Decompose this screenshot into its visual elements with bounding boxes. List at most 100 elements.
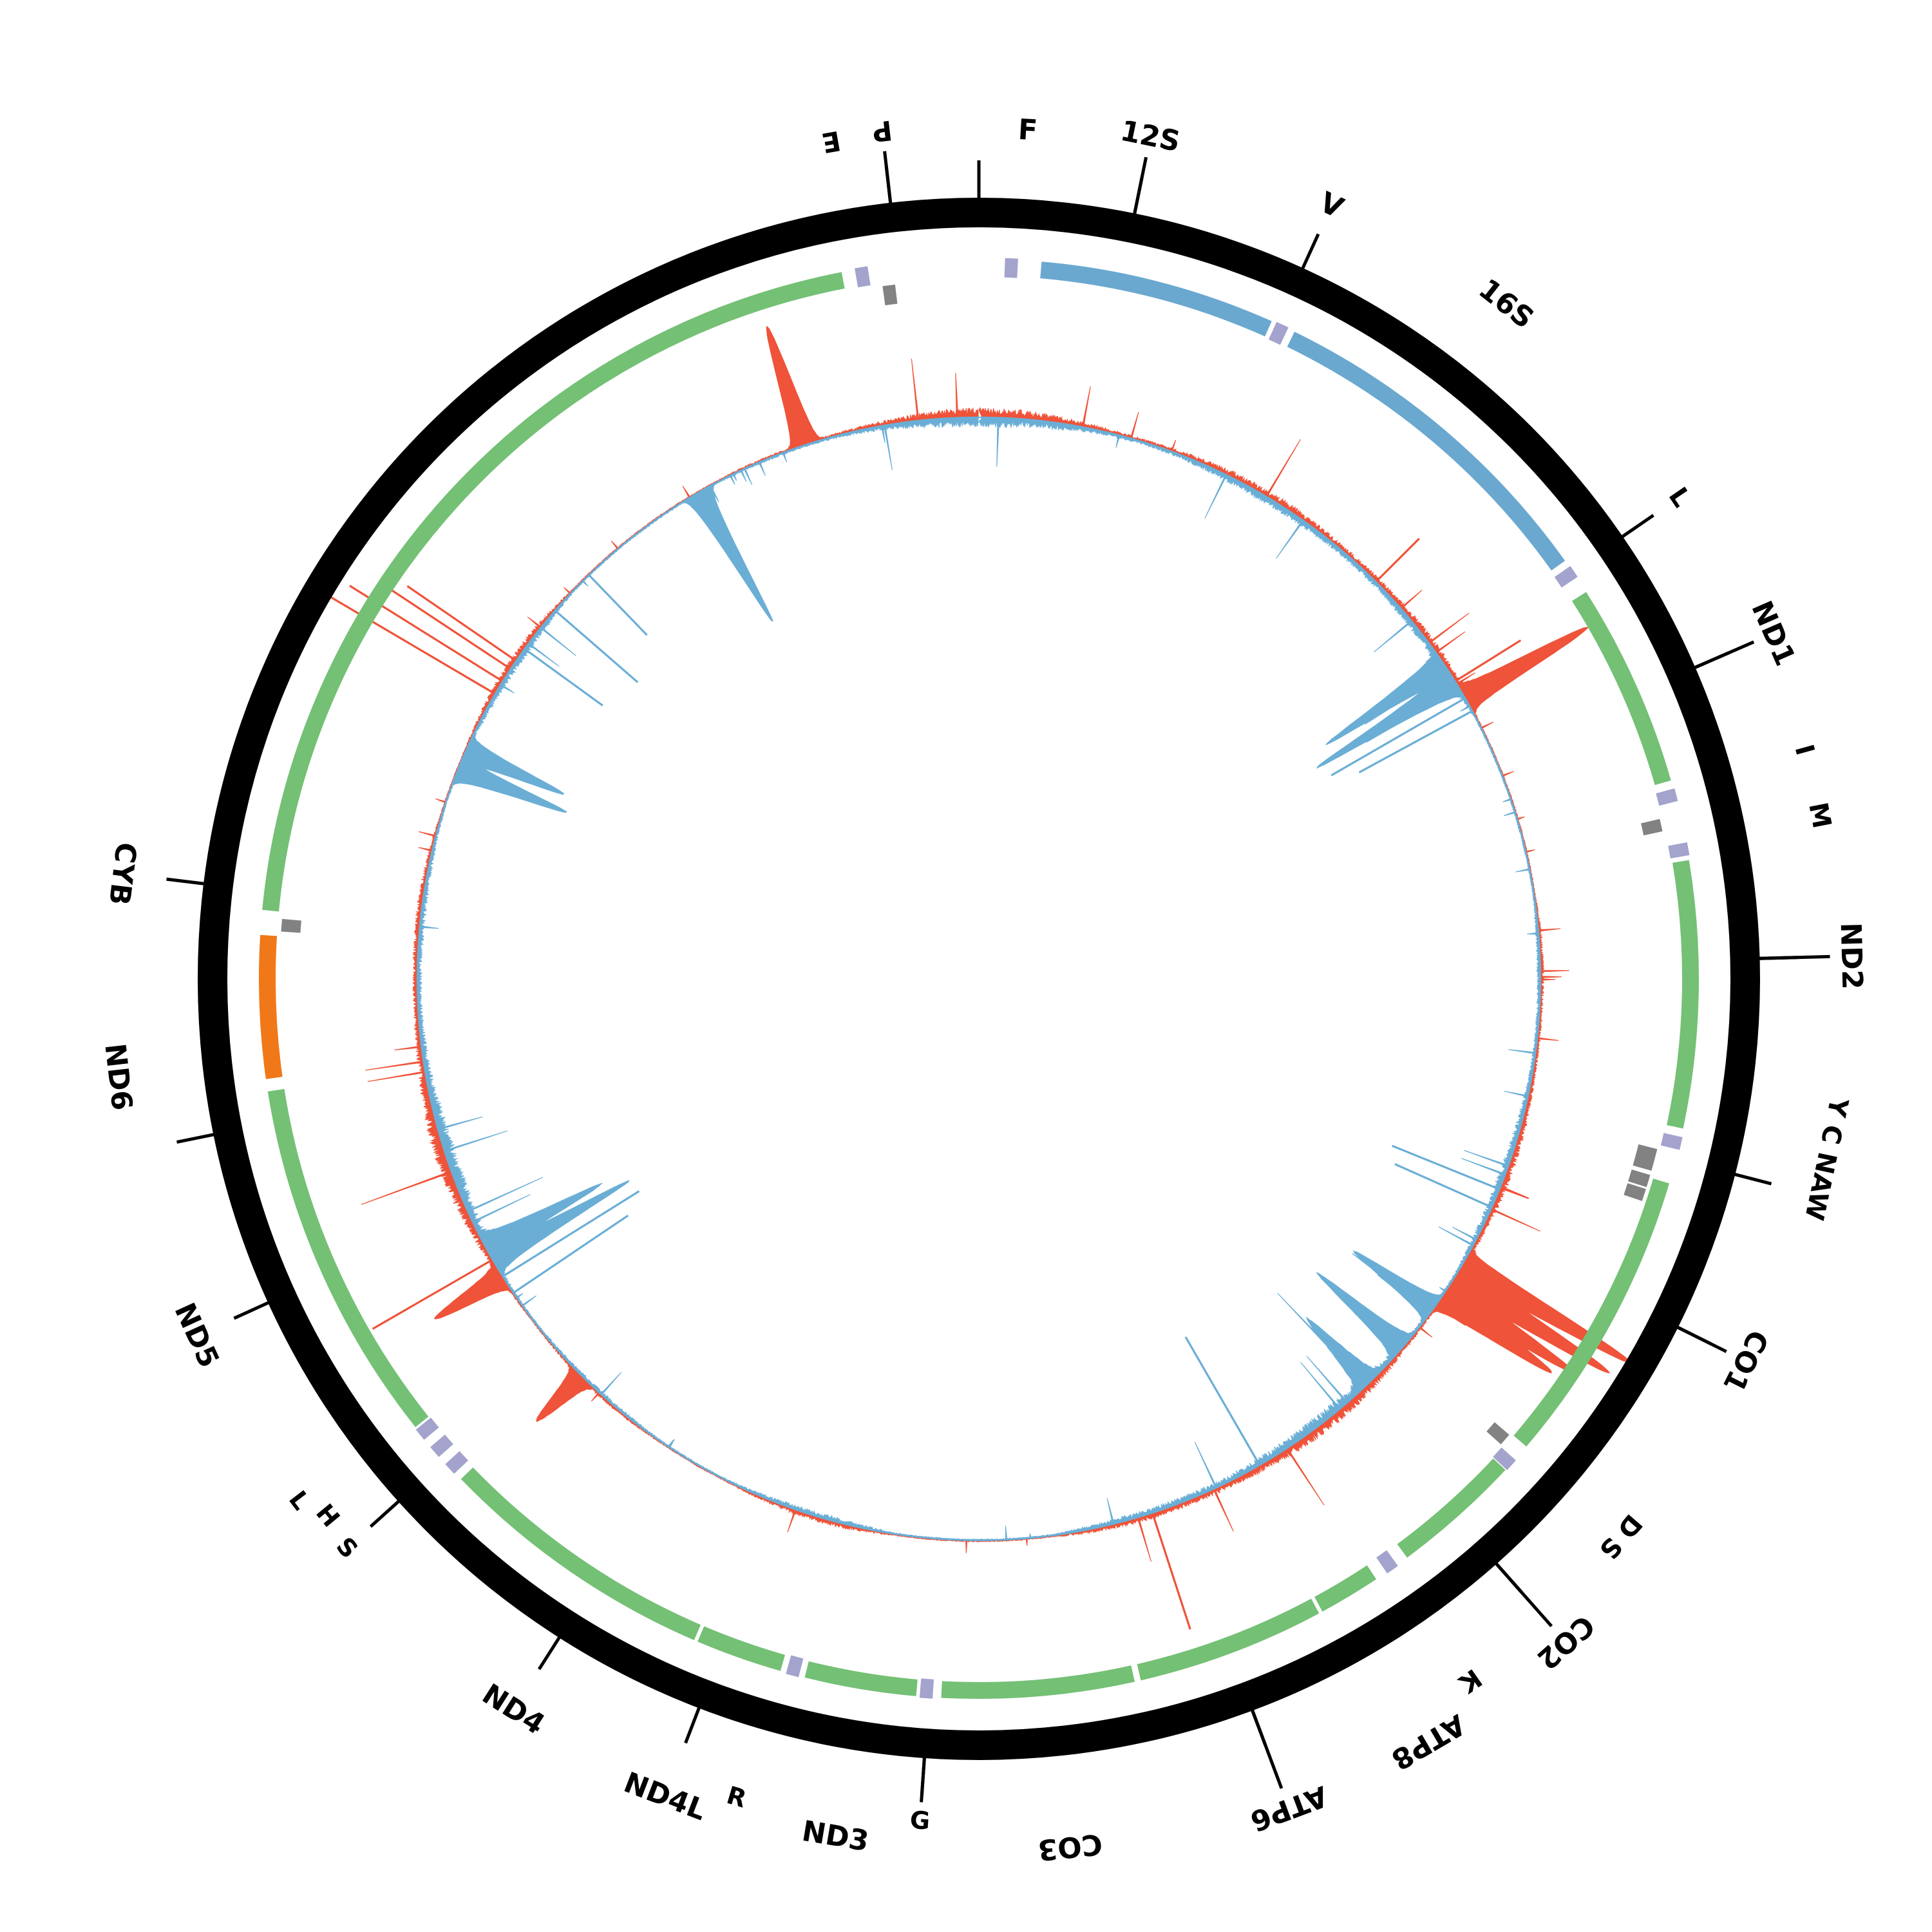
trna-block-r (786, 1655, 804, 1678)
trna-block-k (1376, 1550, 1398, 1574)
trna-block-i (1656, 788, 1678, 806)
label-leader-line (883, 151, 893, 207)
gene-label-l: L (283, 1486, 316, 1515)
trna-block-s2 (430, 1434, 453, 1457)
genome-tick-mark (1619, 514, 1654, 540)
data-peak-needle (588, 574, 648, 636)
data-peak-needle (1394, 1163, 1493, 1209)
gene-label-p: P (871, 114, 894, 147)
gene-arc-16s-rrna (1287, 332, 1566, 571)
data-track-positive-red (361, 326, 1631, 1562)
trna-block-l2 (415, 1417, 439, 1440)
genome-tick-mark (1300, 233, 1320, 271)
gene-label-v: V (1314, 186, 1348, 225)
gene-label-s: S (330, 1531, 363, 1564)
gene-arc-nd6 (259, 934, 283, 1079)
gene-arc-12s-rrna (1040, 261, 1272, 337)
gene-arc-co3 (941, 1665, 1135, 1699)
data-peak-needle (1184, 1336, 1261, 1466)
trna-block-n (1633, 1153, 1655, 1171)
gene-label-nd4l: ND4L (620, 1766, 711, 1827)
label-leader-line (1132, 156, 1148, 218)
data-peak-needle (1392, 1144, 1501, 1191)
trna-block-q (1641, 819, 1663, 836)
trna-block-h (445, 1451, 469, 1474)
label-leader-line (1674, 1324, 1727, 1353)
genome-tick-mark (176, 1132, 216, 1144)
genome-tick-mark (166, 877, 207, 886)
genome-backbone-circle (198, 198, 1760, 1760)
trna-block-d (1493, 1447, 1516, 1470)
data-peak-needle (1454, 639, 1522, 683)
data-track-layer (328, 326, 1631, 1630)
gene-arc-nd5 (267, 1088, 429, 1427)
genome-tick-mark (233, 1300, 271, 1320)
trna-block-y (1624, 1183, 1646, 1201)
gene-label-nd1: ND1 (1745, 596, 1801, 671)
data-peak-needle (1375, 538, 1420, 583)
gene-label-i: I (1788, 741, 1819, 759)
gene-label-16s: 16S (1472, 272, 1540, 335)
gene-label-atp8: ATP8 (1386, 1707, 1471, 1776)
gene-arc-nd3 (804, 1661, 918, 1696)
gene-label-r: R (723, 1781, 750, 1814)
data-peak-needle (1151, 1512, 1191, 1630)
genome-tick-mark (684, 1705, 702, 1744)
gene-label-12s: 12S (1118, 115, 1183, 159)
gene-arc-nd4 (460, 1467, 701, 1640)
tick-marks-layer (166, 160, 1797, 1796)
trna-block-m (1668, 842, 1690, 858)
gene-label-nd6: ND6 (98, 1042, 138, 1112)
data-peak-needle (524, 648, 603, 706)
data-peak-needle (502, 1190, 640, 1278)
gene-label-h: H (310, 1499, 345, 1533)
gene-label-nd4: ND4 (477, 1678, 551, 1741)
gene-arc-nd4l (697, 1626, 786, 1671)
genome-tick-mark (369, 1499, 402, 1528)
gene-arc-co1 (1513, 1179, 1669, 1447)
gene-label-nd2: ND2 (1834, 922, 1869, 990)
label-leader-line (1756, 954, 1830, 960)
gene-label-f: F (1018, 113, 1039, 147)
gene-label-cyb: CYB (102, 840, 143, 907)
gene-arc-nd1 (1571, 592, 1671, 786)
trna-block-t (855, 266, 871, 288)
gene-label-co2: CO2 (1531, 1608, 1601, 1676)
trna-block-c (1628, 1170, 1651, 1188)
gene-label-nd3: ND3 (800, 1815, 871, 1858)
trna-block-s (1486, 1422, 1510, 1444)
gene-arc-atp8 (1314, 1565, 1377, 1612)
gene-feature-layer (259, 261, 1699, 1699)
backbone-ring (198, 198, 1760, 1760)
data-peak-needle (384, 584, 511, 670)
data-peak-needle (554, 609, 639, 683)
trna-block-l (1554, 565, 1578, 588)
data-peak-needle (328, 594, 496, 695)
data-peak-needle (1331, 697, 1466, 777)
trna-block-w (1660, 1133, 1683, 1150)
trna-block-f (1004, 258, 1018, 278)
data-peak-needle (1358, 710, 1473, 773)
gene-label-y-c-naw: Y C NAW (1799, 1094, 1853, 1222)
data-track-negative-blue (417, 417, 1541, 1541)
gene-label-l: L (1663, 482, 1696, 513)
label-leader-line (1690, 640, 1755, 670)
label-leader-line (1249, 1706, 1283, 1789)
trna-block-g (919, 1678, 934, 1699)
genome-tick-mark (1732, 1172, 1772, 1186)
gene-arc-atp6 (1137, 1598, 1320, 1681)
label-leader-line (920, 1754, 927, 1803)
trna-block-p (882, 284, 898, 306)
label-leader-line (1492, 1560, 1553, 1627)
genome-tick-mark (537, 1634, 562, 1671)
gene-label-g: G (909, 1806, 931, 1835)
trna-block-v (1268, 321, 1289, 345)
gene-arc-co2 (1397, 1458, 1506, 1558)
gene-label-co3: CO3 (1036, 1827, 1104, 1866)
trna-feature-layer (281, 258, 1690, 1699)
gene-label-co1: CO1 (1716, 1325, 1774, 1397)
data-peak-needle (372, 1258, 493, 1330)
trna-block-e (281, 918, 301, 933)
